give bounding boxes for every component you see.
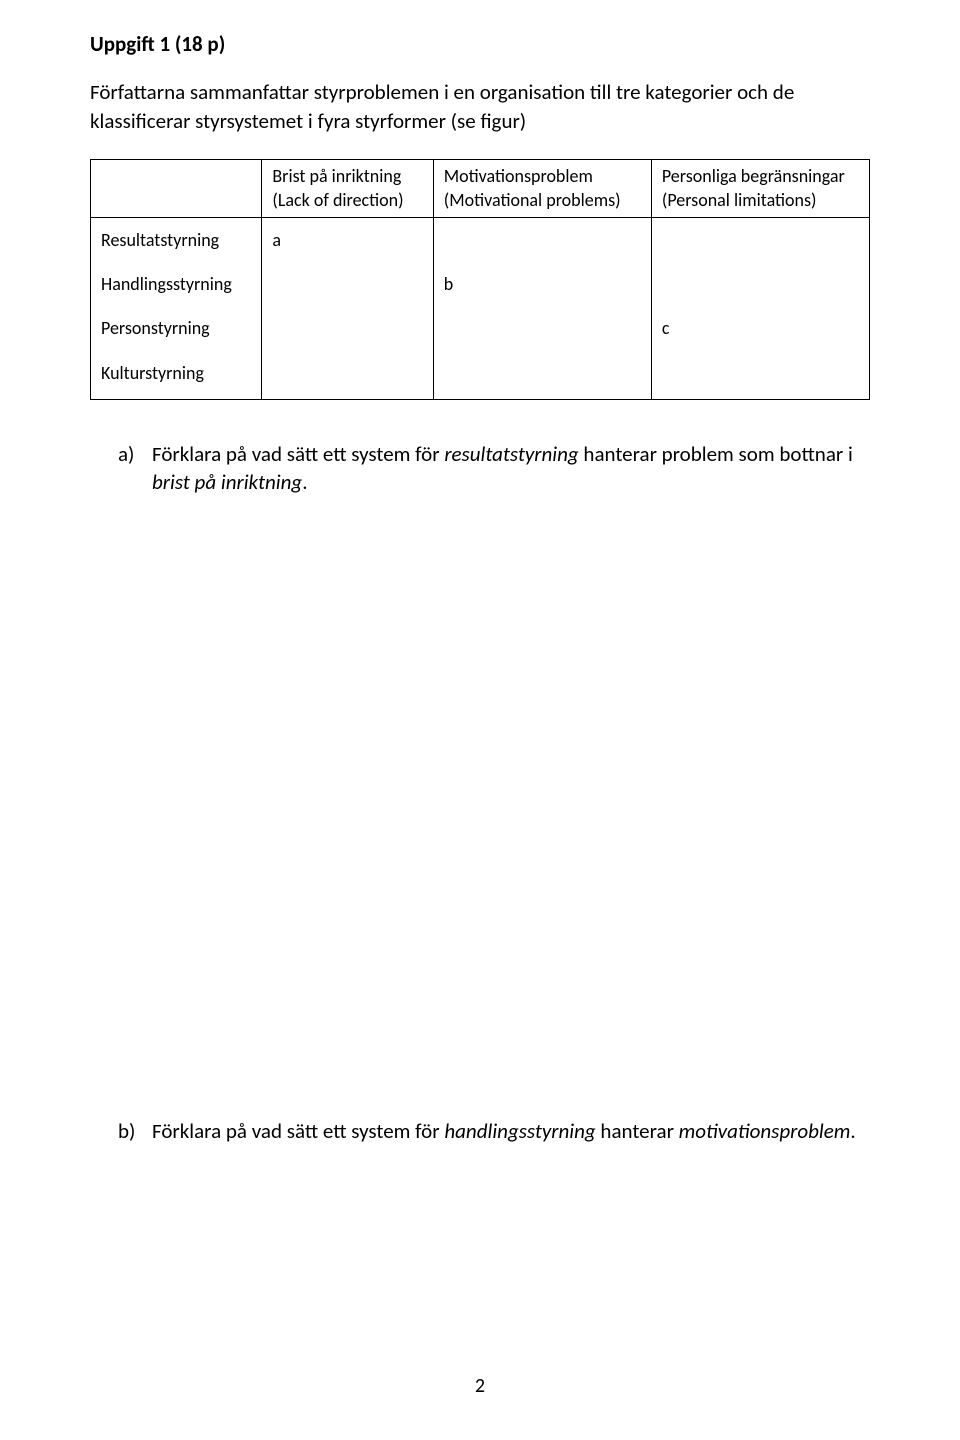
col-header-2-line1: Motivationsproblem <box>433 160 651 189</box>
cell-4-2 <box>433 351 651 400</box>
question-b-post: . <box>850 1118 855 1144</box>
cell-2-3 <box>651 262 869 306</box>
cell-3-3: c <box>651 306 869 350</box>
cell-1-1: a <box>262 217 433 262</box>
cell-1-3 <box>651 217 869 262</box>
question-a-pre: Förklara på vad sätt ett system för <box>152 441 444 467</box>
cell-1-2 <box>433 217 651 262</box>
question-a-em2: brist på inriktning <box>152 469 302 495</box>
question-list: a) Förklara på vad sätt ett system för r… <box>118 440 870 1145</box>
question-b-em1: handlingsstyrning <box>444 1118 595 1144</box>
question-b-marker: b) <box>118 1117 152 1145</box>
question-a-marker: a) <box>118 440 152 497</box>
question-b-em2: motivationsproblem <box>679 1118 851 1144</box>
question-b-mid: hanterar <box>596 1118 679 1144</box>
task-heading: Uppgift 1 (18 p) <box>90 30 870 58</box>
question-b-pre: Förklara på vad sätt ett system för <box>152 1118 444 1144</box>
col-header-3-line1: Personliga begränsningar <box>651 160 869 189</box>
col-header-3-line2: (Personal limitations) <box>651 188 869 217</box>
cell-2-2: b <box>433 262 651 306</box>
question-a-text: Förklara på vad sätt ett system för resu… <box>152 440 870 497</box>
document-page: Uppgift 1 (18 p) Författarna sammanfatta… <box>0 0 960 1440</box>
question-a: a) Förklara på vad sätt ett system för r… <box>118 440 870 497</box>
row-label-3: Personstyrning <box>91 306 262 350</box>
cell-3-2 <box>433 306 651 350</box>
question-b-text: Förklara på vad sätt ett system för hand… <box>152 1117 870 1145</box>
question-a-em1: resultatstyrning <box>444 441 578 467</box>
row-label-4: Kulturstyrning <box>91 351 262 400</box>
cell-2-1 <box>262 262 433 306</box>
col-header-1-line2: (Lack of direction) <box>262 188 433 217</box>
col-header-1-line1: Brist på inriktning <box>262 160 433 189</box>
cell-4-3 <box>651 351 869 400</box>
intro-paragraph: Författarna sammanfattar styrproblemen i… <box>90 78 870 135</box>
question-a-mid: hanterar problem som bottnar i <box>579 441 853 467</box>
question-a-post: . <box>302 469 307 495</box>
cell-4-1 <box>262 351 433 400</box>
row-label-1: Resultatstyrning <box>91 217 262 262</box>
page-number: 2 <box>0 1373 960 1400</box>
row-label-2: Handlingsstyrning <box>91 262 262 306</box>
col-header-2-line2: (Motivational problems) <box>433 188 651 217</box>
cell-3-1 <box>262 306 433 350</box>
figure-table: Brist på inriktning Motivationsproblem P… <box>90 159 870 400</box>
question-b: b) Förklara på vad sätt ett system för h… <box>118 1117 870 1145</box>
